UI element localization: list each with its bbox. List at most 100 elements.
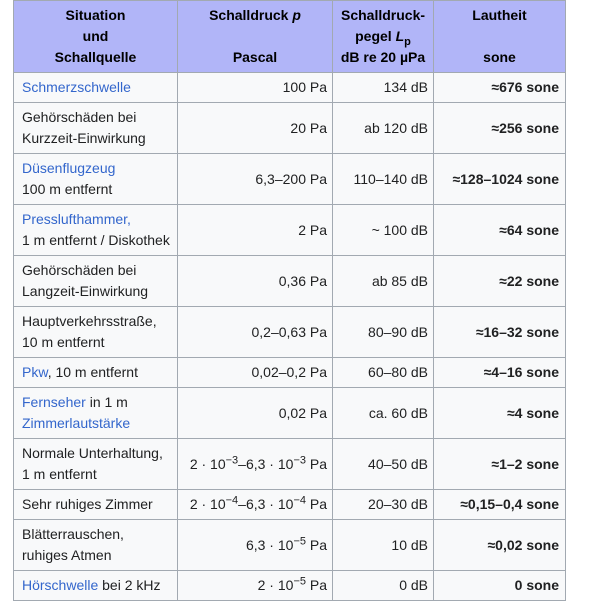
header-situation-line1: Situation <box>65 7 126 23</box>
text-segment: 6,3–200 Pa <box>255 170 327 187</box>
text-segment: Blätterrauschen, <box>22 526 124 542</box>
wiki-link[interactable]: Pkw <box>22 364 48 380</box>
exponent: −3 <box>293 453 306 466</box>
text-segment: Gehörschäden bei <box>22 262 137 278</box>
text-segment: 100 Pa <box>282 79 327 95</box>
table-row: Presslufthammer, 1 m entfernt / Diskothek… <box>13 204 566 256</box>
pressure-cell: 6,3–200 Pa <box>177 153 333 205</box>
header-level: Schalldruck-pegel Lp dB re 20 µPa <box>332 0 434 73</box>
text-segment: 2 · 10 <box>189 455 226 472</box>
header-level-title: Schalldruck-pegel Lp <box>341 5 425 47</box>
loudness-cell: ≈16–32 sone <box>433 306 566 358</box>
exponent: −5 <box>293 534 306 547</box>
exponent: −3 <box>225 453 239 466</box>
table-row: Düsenflugzeug 100 m entfernt 6,3–200 Pa 110… <box>13 153 566 205</box>
text-segment: 100 m entfernt <box>22 181 113 197</box>
text-segment: Hauptverkehrsstraße, <box>22 313 157 329</box>
text-segment: 0,02 Pa <box>278 404 327 421</box>
loudness-cell: ≈22 sone <box>433 255 566 307</box>
header-level-symbol-sub: p <box>404 35 411 48</box>
text-segment: Sehr ruhiges Zimmer <box>22 496 153 512</box>
wiki-link[interactable]: Zimmerlautstärke <box>22 415 131 431</box>
situation-cell: Blätterrauschen, ruhiges Atmen <box>13 519 178 571</box>
header-situation-line2: und <box>82 28 109 44</box>
text-segment: 0,2–0,63 Pa <box>251 323 327 340</box>
loudness-cell: 0 sone <box>433 570 566 601</box>
loudness-cell: ≈676 sone <box>433 72 566 103</box>
text-segment: Pa <box>305 536 327 553</box>
header-pressure-unit: Pascal <box>232 49 278 65</box>
text-segment: 2 · 10 <box>257 577 294 593</box>
text-segment: in 1 m <box>85 394 128 410</box>
level-cell: 0 dB <box>332 570 434 601</box>
header-pressure: Schalldruck p Pascal <box>177 0 333 73</box>
pressure-cell: 2 · 10−4–6,3 · 10−4 Pa <box>177 489 333 520</box>
text-segment: 6,3 · 10 <box>245 536 294 553</box>
wiki-link[interactable]: Presslufthammer, <box>22 211 131 227</box>
loudness-cell: ≈4 sone <box>433 387 566 439</box>
exponent: −4 <box>225 494 239 507</box>
pressure-cell: 2 Pa <box>177 204 333 256</box>
text-segment: ruhiges Atmen <box>22 547 112 563</box>
level-cell: 134 dB <box>332 72 434 103</box>
header-level-symbol: L <box>395 28 405 44</box>
situation-cell: Presslufthammer, 1 m entfernt / Diskothek <box>13 204 178 256</box>
wiki-link[interactable]: Schmerzschwelle <box>22 79 131 95</box>
header-pressure-title: Schalldruck p <box>209 5 301 26</box>
text-segment: 10 m entfernt <box>22 334 105 350</box>
level-cell: ab 120 dB <box>332 102 434 154</box>
exponent: −5 <box>293 575 306 588</box>
loudness-cell: ≈128–1024 sone <box>433 153 566 205</box>
exponent: −4 <box>293 494 306 507</box>
text-segment: Pa <box>305 577 327 593</box>
table-body: Schmerzschwelle 100 Pa 134 dB ≈676 sone Gehö… <box>13 72 566 601</box>
pressure-cell: 2 · 10−3–6,3 · 10−3 Pa <box>177 438 333 490</box>
situation-cell: Sehr ruhiges Zimmer <box>13 489 178 520</box>
level-cell: 10 dB <box>332 519 434 571</box>
level-cell: 20–30 dB <box>332 489 434 520</box>
situation-cell: Hörschwelle bei 2 kHz <box>13 570 178 601</box>
situation-cell: Hauptverkehrsstraße, 10 m entfernt <box>13 306 178 358</box>
level-cell: ca. 60 dB <box>332 387 434 439</box>
text-segment: Langzeit-Einwirkung <box>22 283 149 299</box>
header-loudness-unit: sone <box>483 49 516 65</box>
wiki-link[interactable]: Fernseher <box>22 394 86 410</box>
text-segment: 0,36 Pa <box>278 272 327 289</box>
pressure-cell: 0,36 Pa <box>177 255 333 307</box>
header-level-unit: dB re 20 µPa <box>340 49 426 65</box>
pressure-cell: 0,02 Pa <box>177 387 333 439</box>
table-row: Fernseher in 1 m Zimmerlautstärke 0,02 Pa c… <box>13 387 566 439</box>
situation-cell: Gehörschäden bei Kurzzeit-Einwirkung <box>13 102 178 154</box>
table-row: Blätterrauschen, ruhiges Atmen 6,3 · 10−5 … <box>13 519 566 571</box>
wiki-link[interactable]: Hörschwelle <box>22 577 99 593</box>
situation-cell: Pkw, 10 m entfernt <box>13 357 178 388</box>
loudness-cell: ≈0,15–0,4 sone <box>433 489 566 520</box>
text-segment: 20 Pa <box>290 119 327 136</box>
wiki-link[interactable]: Düsenflugzeug <box>22 160 116 176</box>
level-cell: 80–90 dB <box>332 306 434 358</box>
level-cell: 110–140 dB <box>332 153 434 205</box>
header-pressure-title-text: Schalldruck <box>209 7 289 23</box>
table-row: Hörschwelle bei 2 kHz 2 · 10−5 Pa 0 dB 0 so… <box>13 570 566 601</box>
header-row: Situation und Schallquelle Schalldruck p… <box>13 0 566 73</box>
text-segment: –6,3 · 10 <box>238 455 294 472</box>
situation-cell: Gehörschäden bei Langzeit-Einwirkung <box>13 255 178 307</box>
text-segment: 0,02–0,2 Pa <box>251 364 327 380</box>
header-pressure-symbol: p <box>292 7 301 23</box>
text-segment: bei 2 kHz <box>98 577 161 593</box>
text-segment: 2 Pa <box>298 221 327 238</box>
header-loudness-title: Lautheit <box>472 7 527 23</box>
header-level-title-line2: pegel <box>355 28 392 44</box>
text-segment: Kurzzeit-Einwirkung <box>22 130 146 146</box>
pressure-cell: 100 Pa <box>177 72 333 103</box>
text-segment: 1 m entfernt <box>22 466 97 482</box>
table-row: Normale Unterhaltung, 1 m entfernt 2 · 10−… <box>13 438 566 490</box>
pressure-cell: 20 Pa <box>177 102 333 154</box>
level-cell: 60–80 dB <box>332 357 434 388</box>
loudness-cell: ≈64 sone <box>433 204 566 256</box>
text-segment: 2 · 10 <box>189 496 226 512</box>
pressure-cell: 0,02–0,2 Pa <box>177 357 333 388</box>
header-situation-line3: Schallquelle <box>54 49 137 65</box>
header-level-title-line1: Schalldruck- <box>340 7 426 23</box>
